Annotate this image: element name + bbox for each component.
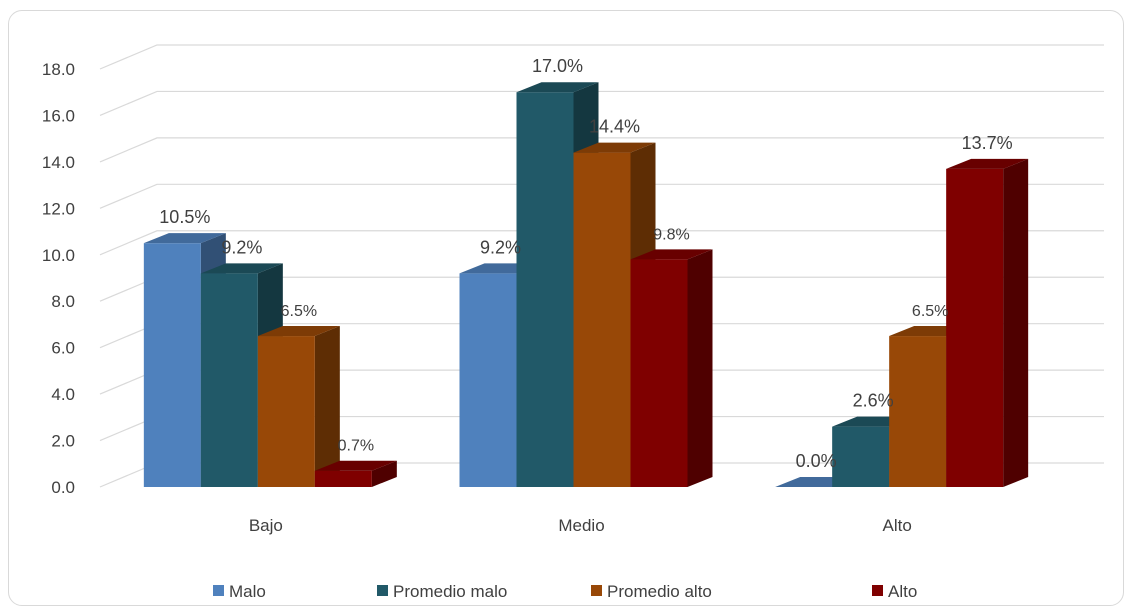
bar-top [257,326,340,337]
legend-swatch [591,585,602,596]
bar-side [1003,158,1029,487]
bar [889,336,947,487]
bar-top [143,233,226,244]
bar-side [687,249,713,487]
gridline [99,230,1104,256]
bar [459,273,517,487]
y-tick-label: 16.0 [42,106,75,125]
bar [143,243,201,487]
bars [143,82,1029,487]
legend-swatch [213,585,224,596]
data-label: 14.4% [589,117,640,137]
y-tick-label: 6.0 [51,339,75,358]
data-label: 9.2% [221,237,262,257]
bar [516,92,574,487]
legend: Malo Promedio malo Promedio alto Alto [213,582,917,601]
legend-entry: Malo [229,582,266,601]
data-label: 6.5% [912,303,948,320]
bar [257,336,315,487]
bar [946,168,1004,487]
gridline [99,183,1104,209]
data-label: 0.7% [338,438,374,455]
x-category-label: Alto [883,516,912,535]
y-tick-label: 8.0 [51,292,75,311]
y-tick-label: 18.0 [42,60,75,79]
y-tick-label: 14.0 [42,153,75,172]
bar-side [371,460,397,487]
bar [314,470,372,487]
data-label: 2.6% [853,391,894,411]
bar-top [200,263,283,274]
y-tick-label: 12.0 [42,199,75,218]
gridline [99,44,1104,70]
bar [573,152,631,487]
y-axis-ticks: 0.0 2.0 4.0 6.0 8.0 10.0 12.0 14.0 16.0 18.0 [42,60,75,497]
x-category-label: Medio [558,516,604,535]
bar-top [314,460,397,471]
data-label: 13.7% [962,133,1013,153]
data-label: 0.0% [796,451,837,471]
gridline [99,90,1104,116]
bar-top [946,158,1029,169]
legend-entry: Alto [888,582,917,601]
legend-swatch [872,585,883,596]
bar [200,273,258,487]
data-label: 6.5% [281,303,317,320]
data-label: 17.0% [532,56,583,76]
data-labels: 10.5% 9.2% 6.5% 0.7% 9.2% 17.0% 14.4% 9.8% 0.0% 2… [159,56,1012,471]
bar-top [630,249,713,260]
bar-top [516,82,599,93]
legend-swatch [377,585,388,596]
gridlines [99,44,1104,488]
data-label: 9.8% [653,226,689,243]
x-axis-categories: Bajo Medio Alto [249,516,912,535]
y-tick-label: 2.0 [51,432,75,451]
legend-entry: Promedio malo [393,582,507,601]
y-tick-label: 4.0 [51,385,75,404]
bar [630,259,688,487]
bar [832,426,890,487]
y-tick-label: 10.0 [42,246,75,265]
data-label: 9.2% [480,237,521,257]
y-tick-label: 0.0 [51,478,75,497]
bar-top [573,142,656,153]
legend-entry: Promedio alto [607,582,712,601]
x-category-label: Bajo [249,516,283,535]
gridline [99,137,1104,163]
data-label: 10.5% [159,207,210,227]
bar-side [314,326,340,487]
